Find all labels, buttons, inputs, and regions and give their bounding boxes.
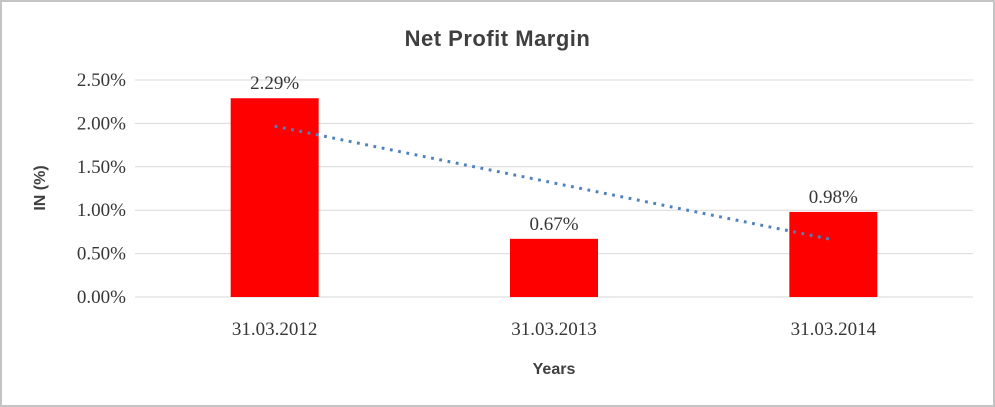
y-tick-label: 0.00%: [77, 287, 126, 308]
y-tick-label: 0.50%: [77, 244, 126, 265]
y-tick-label: 1.50%: [77, 157, 126, 178]
bar: [789, 211, 878, 297]
x-axis-title: Years: [532, 361, 576, 378]
bar: [510, 238, 598, 297]
x-tick-label: 31.03.2014: [791, 319, 877, 340]
data-label: 0.98%: [809, 187, 858, 208]
data-label: 0.67%: [529, 214, 578, 235]
trendline-dotted: [274, 124, 834, 242]
data-label: 2.29%: [250, 73, 299, 94]
y-tick-label: 2.00%: [77, 113, 126, 134]
y-tick-label: 2.50%: [77, 70, 126, 91]
y-tick-label: 1.00%: [77, 200, 126, 221]
chart-title: Net Profit Margin: [404, 26, 591, 51]
x-tick-label: 31.03.2013: [511, 319, 597, 340]
x-tick-label: 31.03.2012: [232, 319, 318, 340]
bar: [230, 98, 319, 297]
